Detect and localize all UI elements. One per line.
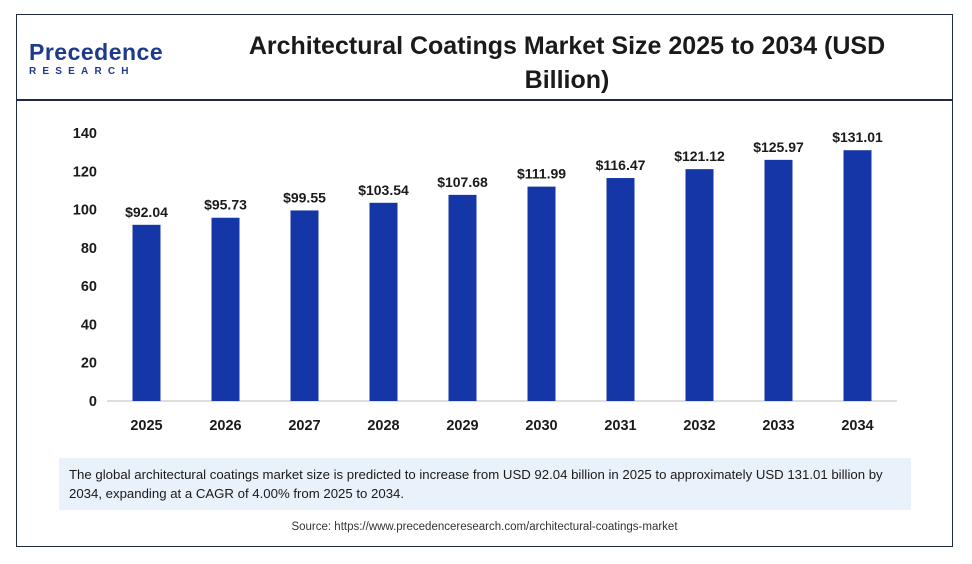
brand-logo: Precedence RESEARCH bbox=[29, 41, 163, 77]
bar-2027 bbox=[290, 210, 319, 401]
source-line: Source: https://www.precedenceresearch.c… bbox=[291, 521, 678, 533]
header: Precedence RESEARCH Architectural Coatin… bbox=[17, 15, 952, 101]
x-tick-label: 2028 bbox=[367, 418, 399, 434]
data-label: $92.04 bbox=[125, 204, 168, 220]
data-label: $121.12 bbox=[674, 148, 725, 164]
data-label: $95.73 bbox=[204, 197, 247, 213]
chart-frame: Precedence RESEARCH Architectural Coatin… bbox=[16, 14, 953, 547]
y-tick-label: 140 bbox=[73, 126, 97, 142]
data-label: $111.99 bbox=[517, 166, 566, 182]
summary-note: The global architectural coatings market… bbox=[59, 458, 911, 510]
data-label: $125.97 bbox=[753, 139, 804, 155]
data-label: $103.54 bbox=[358, 182, 409, 198]
data-label: $116.47 bbox=[596, 157, 646, 173]
y-tick-label: 100 bbox=[73, 203, 97, 219]
x-tick-label: 2033 bbox=[762, 418, 794, 434]
y-tick-label: 20 bbox=[81, 356, 97, 372]
bar-2029 bbox=[448, 194, 477, 401]
bar-2031 bbox=[606, 178, 635, 401]
data-label: $107.68 bbox=[437, 174, 488, 190]
chart-title: Architectural Coatings Market Size 2025 … bbox=[248, 32, 886, 94]
data-label: $99.55 bbox=[283, 189, 326, 205]
brand-name: Precedence bbox=[29, 39, 164, 65]
x-tick-label: 2031 bbox=[604, 418, 636, 434]
x-tick-label: 2029 bbox=[446, 418, 478, 434]
bar-2030 bbox=[527, 186, 556, 401]
bar-2032 bbox=[685, 169, 714, 401]
data-label: $131.01 bbox=[832, 129, 883, 145]
y-tick-label: 60 bbox=[81, 279, 97, 295]
y-tick-label: 0 bbox=[89, 394, 97, 410]
bar-2033 bbox=[764, 159, 793, 401]
bar-2026 bbox=[211, 217, 240, 401]
x-tick-label: 2026 bbox=[209, 418, 241, 434]
x-tick-label: 2025 bbox=[130, 418, 162, 434]
bar-chart: 0 20 40 60 80 100 120 140 $92.04 2025 $95.73 2026 $… bbox=[73, 126, 897, 434]
bar-2034 bbox=[843, 150, 872, 401]
y-tick-label: 40 bbox=[81, 317, 97, 333]
x-tick-label: 2032 bbox=[683, 418, 715, 434]
brand-sub: RESEARCH bbox=[29, 66, 135, 77]
bar-2028 bbox=[369, 202, 398, 401]
y-tick-label: 120 bbox=[73, 164, 97, 180]
bar-2025 bbox=[132, 224, 161, 401]
y-tick-label: 80 bbox=[81, 241, 97, 257]
x-tick-label: 2030 bbox=[525, 418, 557, 434]
x-tick-label: 2034 bbox=[841, 418, 873, 434]
x-tick-label: 2027 bbox=[288, 418, 320, 434]
